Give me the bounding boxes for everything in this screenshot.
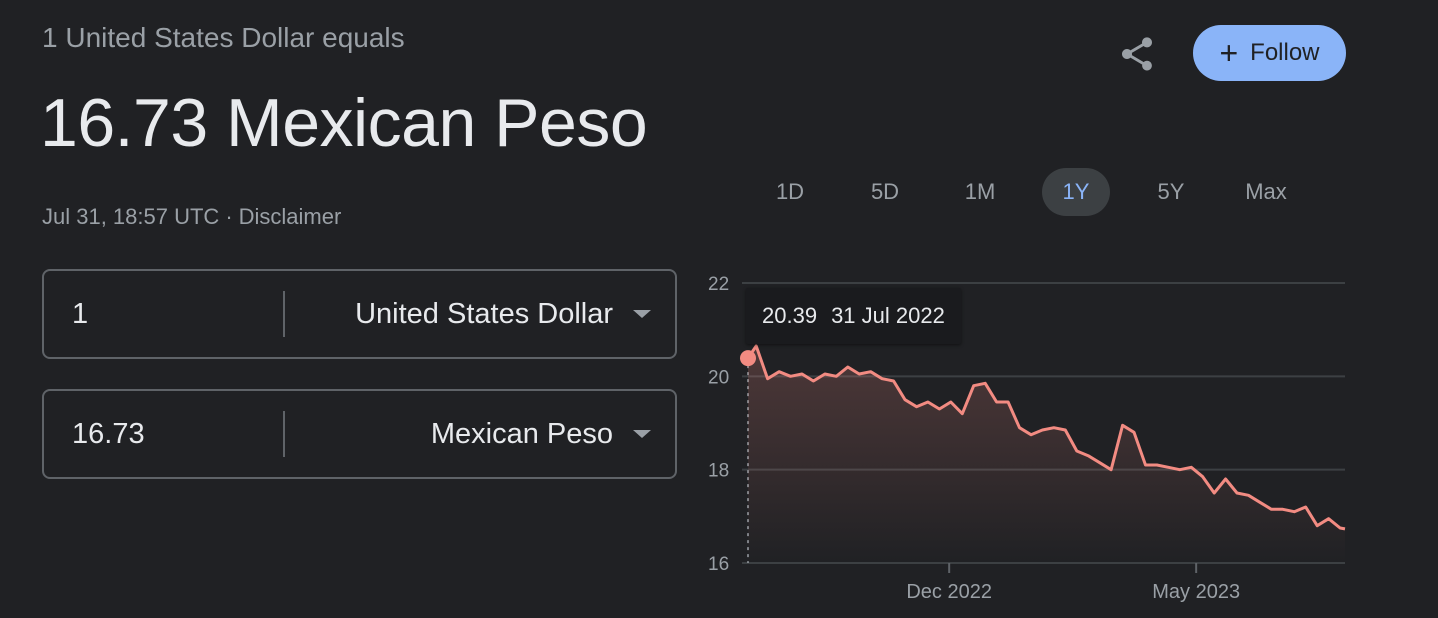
- y-tick-label: 22: [708, 274, 729, 295]
- y-tick-label: 20: [708, 367, 729, 388]
- x-tick-label: Dec 2022: [906, 581, 992, 603]
- share-button[interactable]: [1114, 32, 1160, 76]
- from-amount-input[interactable]: 1: [72, 297, 89, 330]
- chart-tooltip: 20.39 31 Jul 2022: [746, 288, 961, 344]
- disclaimer-link[interactable]: Disclaimer: [238, 204, 342, 229]
- converter-divider: [283, 411, 285, 457]
- hover-point: [740, 350, 756, 367]
- y-tick-label: 18: [708, 461, 729, 482]
- follow-button[interactable]: + Follow: [1193, 25, 1346, 81]
- tooltip-value: 20.39: [762, 303, 818, 328]
- range-tab-5d[interactable]: 5D: [870, 179, 900, 204]
- tooltip-date: 31 Jul 2022: [831, 303, 945, 328]
- plus-icon: +: [1219, 35, 1239, 71]
- chevron-down-icon[interactable]: [633, 430, 651, 438]
- converted-value: 16.73 Mexican Peso: [40, 85, 648, 161]
- range-tab-max[interactable]: Max: [1245, 179, 1287, 204]
- from-currency-select[interactable]: United States Dollar: [355, 297, 613, 330]
- timestamp: Jul 31, 18:57 UTC: [42, 204, 220, 229]
- converter-divider: [283, 291, 285, 337]
- chevron-down-icon[interactable]: [633, 310, 651, 318]
- to-converter: 16.73 Mexican Peso: [42, 389, 677, 479]
- range-tab-5y[interactable]: 5Y: [1157, 179, 1185, 204]
- x-tick-label: May 2023: [1152, 581, 1240, 603]
- series-line: [746, 344, 1346, 531]
- y-tick-label: 16: [708, 554, 729, 575]
- series-area: [748, 346, 1345, 563]
- range-tab-1m[interactable]: 1M: [964, 179, 996, 204]
- share-icon: [1122, 37, 1152, 71]
- conversion-subtitle: 1 United States Dollar equals: [42, 22, 405, 53]
- timestamp-line: Jul 31, 18:57 UTC · Disclaimer: [42, 204, 341, 230]
- from-converter: 1 United States Dollar: [42, 269, 677, 359]
- to-currency-select[interactable]: Mexican Peso: [430, 417, 613, 450]
- range-tab-1y[interactable]: 1Y: [1042, 168, 1110, 216]
- to-amount-input[interactable]: 16.73: [72, 417, 145, 450]
- range-tab-1d[interactable]: 1D: [775, 179, 805, 204]
- follow-label: Follow: [1250, 39, 1320, 66]
- separator: ·: [225, 204, 233, 229]
